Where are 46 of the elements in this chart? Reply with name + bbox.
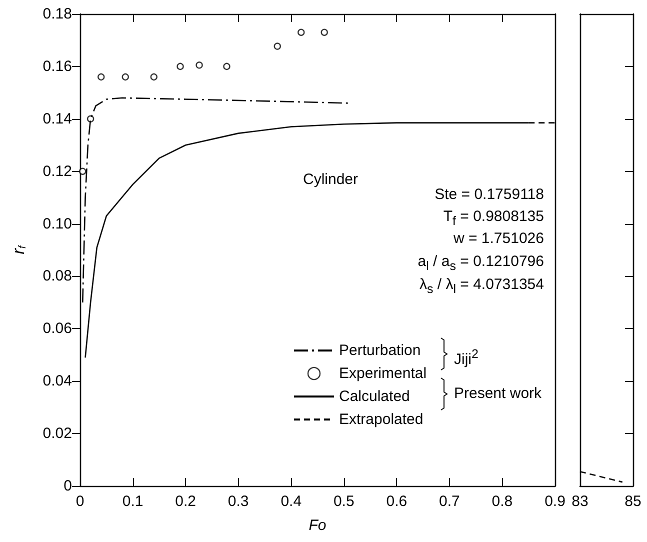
x-tick-label: 0.3 xyxy=(228,493,249,510)
point xyxy=(320,28,328,36)
y-tick-label: 0.04 xyxy=(42,372,72,390)
x-tick-label: 0.7 xyxy=(439,493,460,510)
point xyxy=(98,73,105,81)
annotation: Present work xyxy=(454,384,542,404)
point xyxy=(79,168,86,175)
y-tick-label: 0.06 xyxy=(42,320,72,338)
x-tick-label: 0.2 xyxy=(175,493,196,510)
annotation: Cylinder xyxy=(303,170,358,190)
annotation: w = 1.751026 xyxy=(454,229,544,249)
x-tick-label: 83 xyxy=(572,493,588,510)
x-tick-label: 0 xyxy=(76,493,84,510)
y-tick-label: 0.16 xyxy=(42,58,72,75)
x-axis-title: Fo xyxy=(308,517,326,534)
point xyxy=(150,73,158,81)
y-tick-label: 0.08 xyxy=(42,268,72,285)
legend-label: Calculated xyxy=(339,388,410,405)
y-axis-title: rf xyxy=(9,244,28,254)
y-tick-label: 0.14 xyxy=(42,110,72,128)
y-tick-label: 0.10 xyxy=(42,215,72,232)
point xyxy=(196,62,203,69)
x-tick-label: 0.6 xyxy=(386,493,408,510)
annotation: λ$_{s}$ / λ$_{l}$ = 4.0731354 xyxy=(419,275,544,298)
x-tick-label: 85 xyxy=(624,493,642,510)
x-tick-label: 0.1 xyxy=(122,493,144,510)
y-tick-label: 0.18 xyxy=(42,6,72,22)
y-tick-label: 0.02 xyxy=(42,425,72,442)
annotation: Ste = 0.1759118 xyxy=(434,185,544,205)
x-tick-label: 0.4 xyxy=(280,493,302,510)
point xyxy=(176,62,184,70)
point xyxy=(274,42,281,50)
x-tick-label: 0.5 xyxy=(333,493,354,510)
y-tick-label: 0.12 xyxy=(42,162,72,180)
annotation: a$_{l}$ / a$_{s}$ = 0.1210796 xyxy=(418,252,544,275)
y-tick-label: 0 xyxy=(64,478,72,494)
point xyxy=(223,62,230,70)
legend-label: Perturbation xyxy=(339,342,421,359)
legend-label: Experimental xyxy=(339,365,427,382)
point xyxy=(122,73,129,81)
annotation: Jiji$^{2}$ xyxy=(454,346,478,370)
annotation: T$_{f}$ = 0.9808135 xyxy=(443,207,544,230)
legend-label: Extrapolated xyxy=(339,411,424,428)
point xyxy=(298,28,305,36)
x-tick-label: 0.8 xyxy=(492,493,513,510)
x-tick-label: 0.9 xyxy=(544,493,566,510)
